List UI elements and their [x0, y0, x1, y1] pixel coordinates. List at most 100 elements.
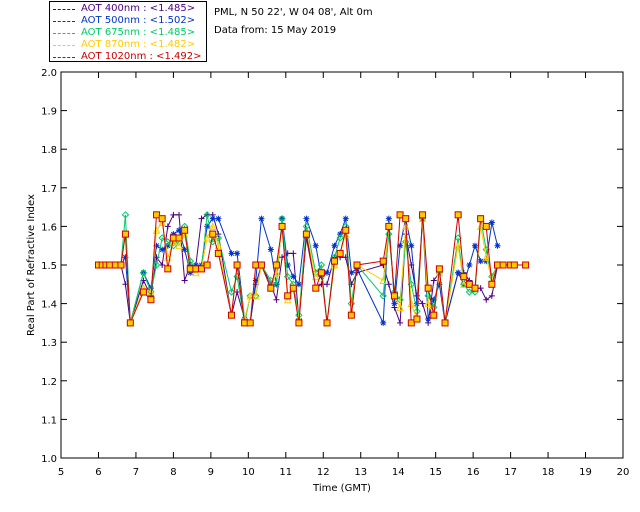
series-4-point: [510, 261, 518, 269]
legend: AOT 400nm : <1.485> AOT 500nm : <1.502> …: [49, 1, 207, 62]
series-3-point: [192, 268, 200, 277]
x-tick-label: 14: [392, 467, 405, 478]
series-3-point: [246, 291, 255, 300]
series-1-point: [494, 242, 501, 249]
series-2-point: [139, 269, 148, 277]
series-1-point: [159, 246, 166, 253]
series-4-point: [396, 211, 404, 219]
series-3-point: [476, 222, 485, 230]
series-0-point: [397, 319, 404, 326]
series-4-point: [209, 230, 217, 238]
series-1-point: [331, 242, 338, 249]
series-1-point: [380, 319, 387, 326]
series-4-point: [488, 280, 496, 288]
series-1-point: [337, 231, 344, 238]
legend-label-400nm: AOT 400nm : <1.485>: [81, 3, 196, 14]
series-2-point: [227, 288, 236, 296]
x-tick-label: 12: [317, 467, 330, 478]
series-4-point: [347, 311, 355, 319]
series-4-point: [181, 226, 189, 234]
series-4-point: [272, 261, 280, 269]
series-0-point: [176, 211, 183, 218]
x-tick-label: 15: [429, 467, 442, 478]
series-4-point: [323, 319, 331, 327]
series-4-point: [278, 222, 286, 230]
y-tick-label: 1.7: [41, 184, 57, 195]
series-2-point: [164, 238, 172, 246]
series-1-point: [209, 215, 216, 222]
data-date: Data from: 15 May 2019: [214, 25, 337, 36]
series-1-point: [153, 242, 160, 249]
series-1-point: [477, 258, 484, 265]
x-tick-label: 17: [504, 467, 517, 478]
series-2-point: [465, 288, 474, 296]
series-2-point: [278, 214, 286, 223]
legend-label-1020nm: AOT 1020nm : <1.492>: [81, 51, 202, 62]
y-tick-label: 1.2: [41, 377, 57, 388]
series-4-point: [379, 257, 387, 265]
series-4-point: [257, 261, 265, 269]
series-4-point: [385, 222, 393, 230]
legend-swatch-1020nm: [53, 57, 75, 58]
series-1-point: [170, 231, 177, 238]
series-3-point: [252, 291, 260, 300]
series-1-point: [348, 269, 355, 276]
series-2-point: [214, 234, 223, 242]
series-4-point: [460, 273, 468, 281]
series-4-point: [246, 319, 254, 327]
series-4-point: [477, 215, 485, 223]
series-4-point: [117, 261, 125, 269]
series-0-point: [483, 296, 490, 303]
series-1-point: [303, 215, 310, 222]
y-tick-label: 1.6: [41, 222, 57, 233]
series-4-point: [241, 319, 249, 327]
series-0-point: [488, 292, 495, 299]
series-4-point: [331, 257, 339, 265]
series-0-point: [170, 211, 177, 218]
series-4-point: [499, 261, 507, 269]
series-4-point: [158, 215, 166, 223]
series-4-point: [407, 319, 415, 327]
series-1-point: [430, 296, 437, 303]
series-1-point: [455, 269, 462, 276]
series-0-point: [477, 285, 484, 292]
series-4-point: [471, 284, 479, 292]
series-4-point: [430, 311, 438, 319]
series-2-point: [272, 280, 281, 289]
series-4-point: [522, 261, 530, 269]
series-4-point: [139, 288, 147, 296]
series-4-point: [186, 265, 194, 273]
series-2-point: [336, 234, 344, 242]
x-tick-label: 7: [133, 467, 139, 478]
series-1-point: [252, 277, 259, 284]
series-4-point: [203, 261, 211, 269]
legend-swatch-675nm: [53, 33, 75, 34]
series-4-point: [482, 222, 490, 230]
series-1-point: [164, 242, 171, 249]
series-4-point: [424, 284, 432, 292]
series-4-point: [353, 261, 361, 269]
series-1-point: [215, 215, 222, 222]
series-1-point: [228, 250, 235, 257]
series-1-point: [385, 215, 392, 222]
series-4-point: [493, 261, 501, 269]
series-3-point: [424, 299, 432, 308]
series-1-point: [312, 242, 319, 249]
series-3-point: [283, 295, 292, 304]
series-2-point: [379, 292, 387, 300]
series-3-point: [379, 276, 388, 284]
series-4-point: [419, 211, 427, 219]
series-1-point: [397, 242, 404, 249]
series-0-point: [164, 223, 171, 230]
series-3-point: [175, 241, 183, 250]
series-1-point: [488, 219, 495, 226]
legend-label-675nm: AOT 675nm : <1.485>: [81, 27, 196, 38]
x-tick-label: 6: [95, 467, 101, 478]
series-4-point: [402, 215, 410, 223]
series-1-point: [466, 262, 473, 268]
y-tick-label: 1.5: [41, 261, 57, 272]
series-1-point: [187, 269, 194, 276]
series-4-point: [454, 211, 462, 219]
series-1-point: [234, 250, 241, 257]
x-tick-label: 20: [617, 467, 630, 478]
